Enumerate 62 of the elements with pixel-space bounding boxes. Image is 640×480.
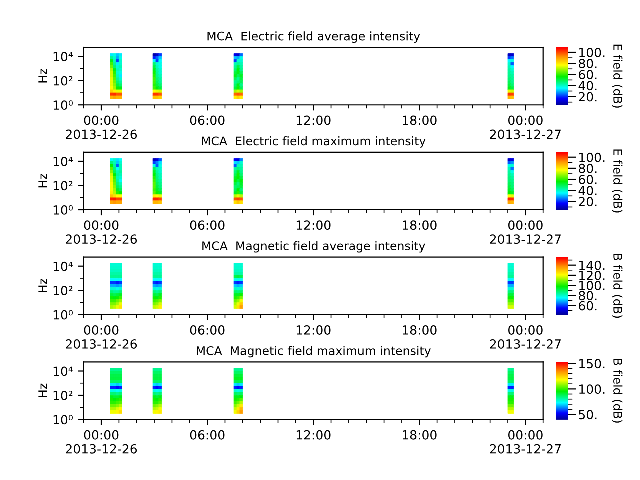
color-bar-title: B field (dB) (612, 254, 623, 318)
chart-title: MCA Electric field maximum intensity (202, 136, 426, 148)
x-tick-label: 00:00 2013-12-27 (490, 116, 561, 140)
color-bar-label: 40. (578, 186, 597, 196)
y-tick-label: 10⁴ (54, 52, 74, 62)
color-bar-label: 50. (579, 410, 597, 420)
x-tick-label: 00:00 2013-12-26 (66, 430, 138, 454)
color-bar-label: 120. (580, 270, 605, 280)
y-tick-label: 10² (54, 286, 73, 296)
chart-title: MCA Magnetic field average intensity (202, 241, 426, 253)
x-tick-label: 12:00 (296, 116, 331, 126)
y-tick-label: 10⁰ (54, 415, 73, 425)
color-bar-label: 60. (579, 301, 597, 311)
x-tick-label: 00:00 2013-12-27 (490, 220, 561, 244)
color-bar-title: B field (dB) (612, 359, 623, 423)
y-tick-label: 10² (54, 390, 73, 400)
y-tick-label: 10² (54, 181, 73, 191)
y-axis-title: Hz (38, 279, 48, 292)
x-tick-label: 06:00 (190, 116, 225, 126)
color-bar-title: E field (dB) (612, 150, 623, 213)
y-tick-label: 10⁰ (54, 310, 73, 320)
color-bar-label: 100. (580, 152, 605, 162)
x-tick-label: 06:00 (190, 220, 225, 230)
color-bar-label: 60. (579, 70, 597, 80)
color-bar-title: E field (dB) (612, 44, 623, 108)
color-bar-label: 100. (580, 48, 605, 58)
x-tick-label: 00:00 2013-12-26 (66, 326, 138, 349)
chart-title: MCA Electric field average intensity (208, 32, 420, 44)
y-tick-label: 10⁴ (54, 262, 74, 272)
x-tick-label: 06:00 (190, 326, 225, 335)
y-axis-title: Hz (38, 174, 48, 188)
x-tick-label: 00:00 2013-12-27 (490, 326, 561, 349)
x-tick-label: 06:00 (190, 430, 225, 440)
y-tick-label: 10⁴ (54, 156, 74, 166)
color-bar-label: 80. (579, 59, 597, 69)
x-tick-label: 18:00 (403, 220, 437, 230)
x-tick-label: 12:00 (296, 220, 331, 230)
x-tick-label: 18:00 (403, 116, 437, 126)
chart-title: MCA Magnetic field maximum intensity (197, 346, 431, 358)
x-tick-label: 18:00 (403, 430, 437, 440)
y-axis-title: Hz (38, 384, 48, 398)
color-bar-label: 150. (580, 359, 605, 369)
color-bar-label: 40. (578, 81, 597, 91)
y-tick-label: 10⁴ (54, 366, 74, 376)
color-bar-label: 100. (580, 384, 605, 394)
x-tick-label: 00:00 2013-12-27 (490, 430, 561, 454)
x-tick-label: 00:00 2013-12-26 (66, 116, 138, 140)
color-bar-label: 20. (579, 92, 597, 102)
color-bar-label: 60. (579, 175, 597, 184)
x-tick-label: 18:00 (403, 326, 437, 335)
color-bar-label: 100. (580, 281, 605, 290)
color-bar-label: 140. (580, 260, 605, 270)
color-bar-label: 80. (579, 291, 597, 301)
color-bar-label: 20. (579, 197, 597, 207)
y-tick-label: 10⁰ (54, 205, 73, 215)
y-tick-label: 10⁰ (54, 100, 73, 110)
x-tick-label: 12:00 (296, 326, 331, 335)
y-axis-title: Hz (38, 69, 48, 83)
x-tick-label: 00:00 2013-12-26 (66, 220, 138, 244)
color-bar-label: 80. (579, 164, 597, 174)
y-tick-label: 10² (54, 76, 73, 86)
x-tick-label: 12:00 (296, 430, 331, 440)
